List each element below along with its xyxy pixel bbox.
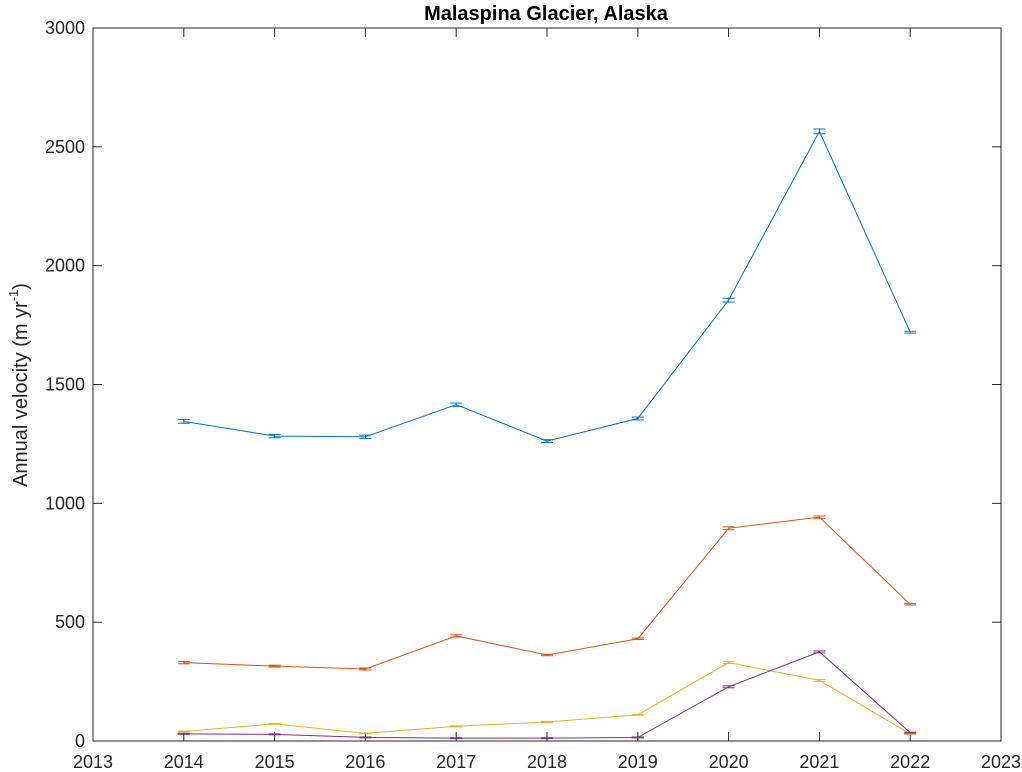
y-tick-label: 1500 <box>45 375 85 395</box>
data-point <box>359 667 372 671</box>
x-tick-label: 2014 <box>164 752 204 772</box>
data-point <box>541 653 553 657</box>
y-tick-label: 1000 <box>45 493 85 513</box>
series-line-2 <box>183 516 911 670</box>
data-point <box>631 637 644 641</box>
y-tick-label: 2500 <box>45 137 85 157</box>
series-line-3 <box>183 662 911 735</box>
data-point <box>268 733 281 736</box>
x-tick-label: 2013 <box>73 752 113 772</box>
data-point <box>631 416 644 421</box>
data-point <box>268 722 281 725</box>
x-tick-label: 2020 <box>709 752 749 772</box>
data-point <box>359 736 372 739</box>
y-tick-label: 500 <box>55 612 85 632</box>
x-tick-label: 2015 <box>255 752 295 772</box>
data-point <box>813 678 826 682</box>
data-point <box>813 128 826 135</box>
data-point <box>904 330 917 334</box>
data-point <box>268 433 281 439</box>
data-point <box>722 661 735 665</box>
data-point <box>177 418 190 424</box>
y-tick-label: 0 <box>75 731 85 751</box>
data-point <box>541 439 553 443</box>
data-point <box>631 713 644 716</box>
data-point <box>813 650 826 654</box>
data-point <box>268 664 281 668</box>
data-point <box>631 736 644 739</box>
y-tick-label: 3000 <box>45 18 85 38</box>
data-point <box>177 730 190 733</box>
x-tick-label: 2018 <box>527 752 567 772</box>
data-point <box>450 725 463 728</box>
x-tick-label: 2019 <box>618 752 658 772</box>
data-point <box>450 634 463 638</box>
x-tick-label: 2022 <box>890 752 930 772</box>
x-tick-label: 2023 <box>981 752 1021 772</box>
data-point <box>722 685 735 689</box>
series-line-1 <box>183 130 911 442</box>
data-point <box>541 737 553 740</box>
x-tick-label: 2017 <box>436 752 476 772</box>
data-point <box>359 434 372 439</box>
data-point <box>177 660 190 665</box>
data-point <box>813 515 826 519</box>
x-tick-label: 2021 <box>799 752 839 772</box>
axes-box <box>92 27 1002 742</box>
data-point <box>904 731 917 734</box>
y-tick-label: 2000 <box>45 256 85 276</box>
y-axis-label: Annual velocity (m yr-1) <box>6 283 32 487</box>
data-point <box>904 603 917 606</box>
data-point <box>722 526 735 531</box>
data-point <box>450 402 463 407</box>
x-tick-label: 2016 <box>345 752 385 772</box>
data-point <box>450 737 463 740</box>
data-point <box>722 297 735 303</box>
plot-area: 2013 2014 2015 2016 2017 2018 2019 2020 2021 2022… <box>45 18 1021 772</box>
series-line-4 <box>183 651 911 739</box>
data-point <box>359 732 372 735</box>
data-point <box>541 721 553 723</box>
data-point <box>177 732 190 735</box>
chart-title: Malaspina Glacier, Alaska <box>424 3 669 25</box>
